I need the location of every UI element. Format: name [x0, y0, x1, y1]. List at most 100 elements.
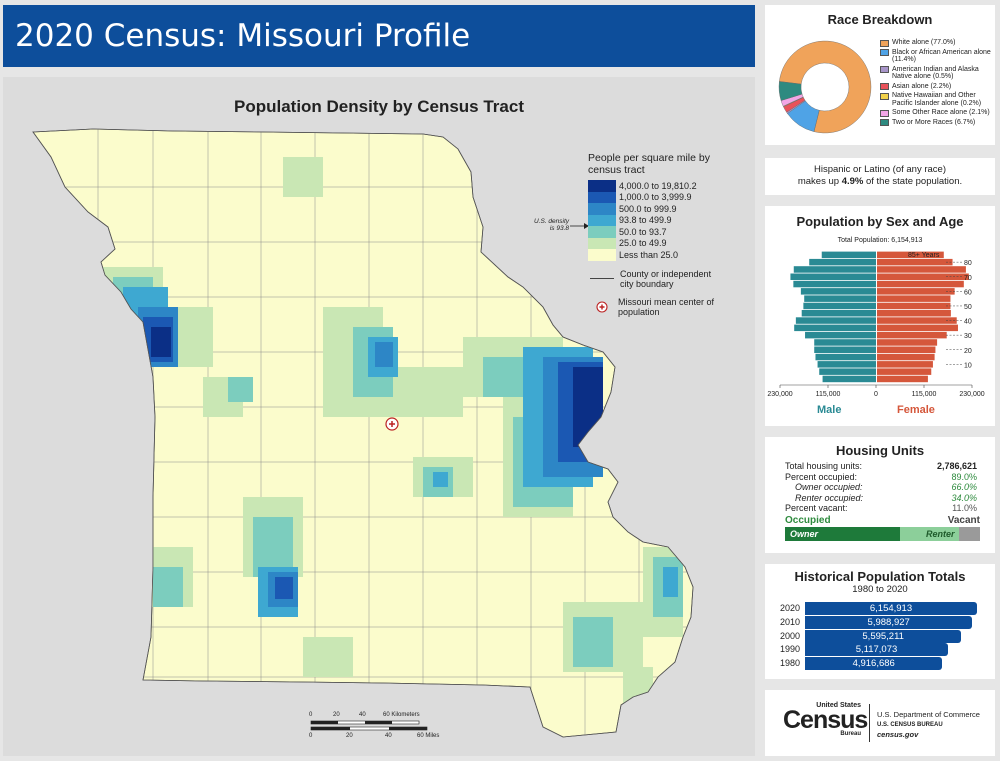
age-tick-label: 70 — [964, 275, 972, 282]
housing-owner-row: Owner occupied: 66.0% — [795, 482, 977, 492]
pyramid-x-tick-label: 230,000 — [767, 391, 792, 398]
female-label: Female — [897, 404, 935, 416]
male-label: Male — [817, 404, 842, 416]
female-age-bar[interactable] — [877, 266, 966, 273]
history-bar[interactable]: 5,117,073 — [805, 643, 948, 657]
race-donut-chart[interactable] — [775, 37, 875, 137]
scale-mi-60: 60 Miles — [417, 733, 440, 739]
pyramid-x-tick-label: 115,000 — [816, 391, 841, 398]
hispanic-percent: 4.9% — [841, 176, 864, 187]
male-age-bar[interactable] — [803, 302, 876, 310]
us-density-arrow — [570, 223, 589, 229]
male-age-bar[interactable] — [790, 273, 876, 281]
race-legend-swatch — [880, 119, 889, 126]
female-age-bar[interactable] — [877, 295, 951, 302]
male-age-bar[interactable] — [800, 288, 876, 295]
history-year-label: 1980 — [780, 658, 801, 669]
age-tick-label: 50 — [964, 304, 972, 311]
female-age-bar[interactable] — [877, 310, 951, 317]
race-legend-item: Native Hawaiian and Other Pacific Island… — [880, 92, 992, 107]
male-age-bar[interactable] — [794, 324, 876, 332]
female-age-bar[interactable] — [877, 258, 953, 266]
history-bar[interactable]: 5,595,211 — [805, 629, 962, 643]
history-year-label: 2020 — [780, 603, 801, 613]
race-legend-swatch — [880, 39, 889, 47]
vacant-label: Vacant — [947, 515, 980, 526]
race-slice[interactable] — [779, 40, 872, 134]
male-age-bar[interactable] — [804, 295, 876, 302]
pyramid-panel: Population by Sex and Age Total Populati… — [765, 206, 995, 426]
race-legend-item: Two or More Races (6.7%) — [880, 118, 992, 126]
female-age-bar[interactable] — [877, 251, 944, 259]
female-age-bar[interactable] — [877, 317, 957, 324]
male-age-bar[interactable] — [809, 258, 876, 266]
male-age-bar[interactable] — [815, 353, 876, 361]
male-age-bar[interactable] — [819, 368, 876, 375]
male-age-bar[interactable] — [801, 310, 876, 317]
occupancy-bar: Owner Renter — [785, 527, 980, 541]
scale-km-60: 60 Kilometers — [383, 712, 420, 718]
population-pyramid[interactable]: 80 70 60 50 40 30 20 10 85+ Years 230,000 115,000 0… — [765, 251, 995, 416]
scale-km-20: 20 — [333, 712, 340, 718]
housing-renter-row: Renter occupied: 34.0% — [795, 492, 977, 503]
history-bar[interactable]: 4,916,686 — [805, 657, 943, 671]
male-age-bar[interactable] — [817, 361, 876, 368]
race-legend-swatch — [880, 83, 889, 90]
housing-occupied-row: Percent occupied: 89.0% — [785, 471, 977, 482]
scale-bar: 0 20 40 60 Kilometers 0 20 40 60 Miles — [303, 712, 443, 742]
male-age-bar[interactable] — [821, 251, 876, 259]
history-year-label: 1990 — [780, 644, 801, 655]
male-age-bar[interactable] — [795, 317, 876, 324]
pyramid-total: Total Population: 6,154,913 — [837, 237, 923, 244]
legend-class-row: Less than 25.0 — [588, 249, 738, 261]
female-age-bar[interactable] — [877, 288, 955, 295]
female-age-bar[interactable] — [877, 361, 933, 368]
female-age-bar[interactable] — [877, 324, 958, 332]
female-age-bar[interactable] — [877, 339, 938, 346]
history-bar[interactable]: 5,988,927 — [805, 615, 973, 629]
age-tick-label: 60 — [964, 289, 972, 296]
footer-panel: United States Census Bureau U.S. Departm… — [765, 690, 995, 756]
female-age-bar[interactable] — [877, 368, 932, 375]
race-legend-label: Black or African American alone (11.4%) — [892, 48, 991, 64]
male-age-bar[interactable] — [793, 266, 876, 273]
agency-info: U.S. Department of Commerce U.S. CENSUS … — [877, 710, 980, 739]
history-bar[interactable]: 6,154,913 — [805, 602, 977, 615]
race-legend-swatch — [880, 109, 889, 117]
pyramid-title: Population by Sex and Age — [796, 214, 964, 229]
female-age-bar[interactable] — [877, 346, 936, 354]
us-density-note: U.S. density is 93.8 — [533, 218, 569, 232]
legend-class-label: 500.0 to 999.9 — [619, 203, 677, 214]
legend-boundary: County or independent city boundary — [588, 269, 738, 289]
male-age-bar[interactable] — [805, 331, 876, 339]
female-age-bar[interactable] — [877, 273, 969, 281]
race-legend-label: Asian alone (2.2%) — [892, 82, 952, 90]
male-age-bar[interactable] — [814, 346, 876, 354]
female-age-bar[interactable] — [877, 331, 947, 339]
age-tick-label: 30 — [964, 333, 972, 340]
male-age-bar[interactable] — [822, 375, 876, 383]
age-top-label: 85+ Years — [908, 252, 940, 259]
race-legend-item: White alone (77.0%) — [880, 39, 992, 47]
race-legend-label: Two or More Races (6.7%) — [892, 118, 976, 126]
missouri-map[interactable] — [3, 77, 755, 756]
female-age-bar[interactable] — [877, 280, 964, 288]
legend-class-label: Less than 25.0 — [619, 249, 679, 260]
race-legend-swatch — [880, 66, 889, 73]
male-age-bar[interactable] — [793, 280, 876, 288]
housing-total-row: Total housing units: 2,786,621 — [785, 461, 977, 471]
map-legend: People per square mile by census tract 4… — [588, 152, 738, 317]
race-legend-label: White alone (77.0%) — [892, 39, 956, 46]
male-age-bar[interactable] — [814, 339, 876, 346]
hispanic-line2: makes up 4.9% of the state population. — [797, 176, 963, 187]
female-age-bar[interactable] — [877, 302, 951, 310]
map-title: Population Density by Census Tract — [233, 97, 524, 116]
age-tick-label: 40 — [964, 319, 972, 326]
scale-mi-40: 40 — [385, 733, 392, 739]
race-slice[interactable] — [778, 81, 803, 101]
housing-panel: Housing Units Total housing units: 2,786,… — [765, 437, 995, 553]
female-age-bar[interactable] — [877, 353, 935, 361]
census-logo: United States Census Bureau — [783, 702, 868, 737]
female-age-bar[interactable] — [877, 375, 928, 383]
history-year-label: 2000 — [780, 630, 801, 641]
